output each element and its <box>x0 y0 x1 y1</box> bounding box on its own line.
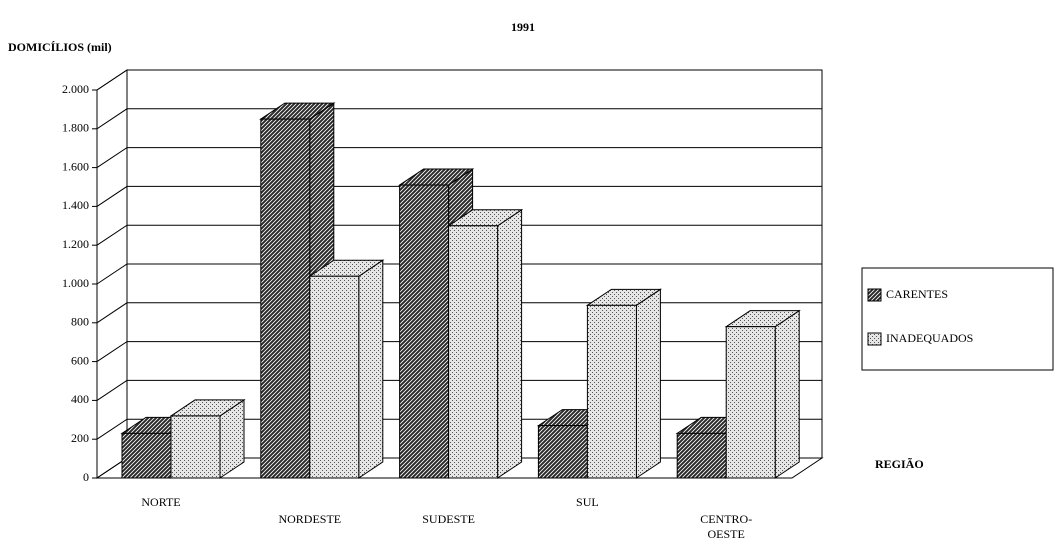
y-tick-label: 600 <box>71 353 89 367</box>
y-tick-label: 0 <box>83 470 89 484</box>
x-tick-label: SUDESTE <box>422 512 475 526</box>
bar <box>169 398 246 479</box>
y-tick-label: 200 <box>71 431 89 445</box>
bar-side <box>635 288 661 479</box>
y-tick-label: 1.600 <box>62 159 89 173</box>
bar-front <box>725 326 776 479</box>
bar-front <box>537 425 588 479</box>
grid-line <box>96 185 822 207</box>
bar-front <box>121 432 172 479</box>
x-tick-label: SUL <box>576 495 599 509</box>
bar-front <box>309 275 360 479</box>
legend-label: INADEQUADOS <box>886 331 973 345</box>
bar-front <box>399 184 450 479</box>
bar-side <box>497 208 523 479</box>
x-axis-label: REGIÃO <box>875 457 924 471</box>
bar <box>308 259 385 479</box>
y-tick-label: 800 <box>71 315 89 329</box>
bar-side <box>358 259 384 479</box>
bar-front <box>586 304 637 479</box>
bar-side <box>774 309 800 479</box>
bar <box>446 208 524 479</box>
y-tick-label: 2.000 <box>62 82 89 96</box>
legend-label: CARENTES <box>886 287 948 301</box>
bar-front <box>260 118 311 479</box>
x-tick-label: NORDESTE <box>278 512 342 526</box>
y-tick-label: 1.000 <box>62 276 89 290</box>
bar-front <box>170 415 221 479</box>
bar-front <box>676 432 727 479</box>
y-tick-label: 1.800 <box>62 121 89 135</box>
bar <box>585 288 663 479</box>
x-tick-label: NORTE <box>141 495 181 509</box>
grid-line <box>96 147 822 169</box>
y-tick-label: 1.200 <box>62 237 89 251</box>
legend-swatch <box>867 332 882 346</box>
grid-line <box>96 224 822 246</box>
y-tick-label: 400 <box>71 392 89 406</box>
grid-line <box>96 69 822 91</box>
grid-line <box>96 263 822 285</box>
bar-front <box>448 225 499 479</box>
x-tick-label: CENTRO-OESTE <box>700 512 753 541</box>
grid-line <box>96 108 822 130</box>
bar <box>724 309 801 479</box>
y-tick-label: 1.400 <box>62 198 89 212</box>
legend-box <box>861 267 1054 371</box>
y-axis-label: DOMICÍLIOS (mil) <box>8 40 112 54</box>
legend-swatch <box>867 288 882 302</box>
chart-title: 1991 <box>511 20 535 34</box>
